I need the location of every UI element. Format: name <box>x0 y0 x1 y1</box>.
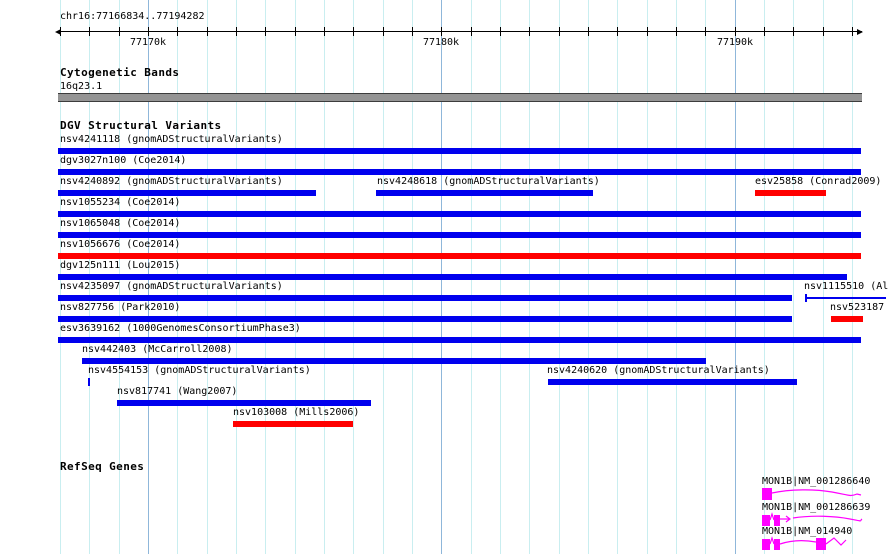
gene-glyph-nm-001286639[interactable] <box>760 512 864 528</box>
cytoband-bar[interactable] <box>58 93 862 102</box>
gene-label-nm-001286639[interactable]: MON1B|NM_001286639 <box>762 502 871 513</box>
variant-bar[interactable] <box>58 295 792 301</box>
variant-label[interactable]: nsv1065048 (Coe2014) <box>60 218 181 229</box>
variant-label[interactable]: nsv442403 (McCarroll2008) <box>82 344 233 355</box>
ruler-tick <box>470 27 472 36</box>
variant-bar[interactable] <box>58 316 792 322</box>
variant-bar[interactable] <box>82 358 706 364</box>
variant-label[interactable]: nsv1055234 (Coe2014) <box>60 197 181 208</box>
ruler-tick <box>411 27 413 36</box>
ruler-tick <box>499 27 501 36</box>
dgv-track-heading: DGV Structural Variants <box>60 119 222 132</box>
cytoband-name-label[interactable]: 16q23.1 <box>60 81 103 92</box>
ruler-axis-line <box>58 31 862 32</box>
refseq-track-heading: RefSeq Genes <box>60 460 145 473</box>
variant-label[interactable]: nsv1115510 (Al <box>804 281 889 292</box>
region-coordinates-label: chr16:77166834..77194282 <box>60 11 205 22</box>
ruler-tick <box>441 27 443 36</box>
variant-bar[interactable] <box>831 316 863 322</box>
ruler-tick <box>60 27 61 36</box>
variant-label[interactable]: esv3639162 (1000GenomesConsortiumPhase3) <box>60 323 301 334</box>
variant-bar[interactable] <box>58 211 861 217</box>
variant-bar[interactable] <box>58 169 861 175</box>
gridline-minor <box>851 0 853 554</box>
variant-label[interactable]: nsv103008 (Mills2006) <box>233 407 360 418</box>
ruler-tick <box>294 27 296 36</box>
variant-label[interactable]: nsv4240892 (gnomADStructuralVariants) <box>60 176 283 187</box>
ruler-tick <box>646 27 648 36</box>
variant-label[interactable]: nsv817741 (Wang2007) <box>117 386 238 397</box>
ruler-left-arrow-icon <box>55 29 61 35</box>
gene-label-nm-001286640[interactable]: MON1B|NM_001286640 <box>762 476 871 487</box>
ruler-tick <box>529 27 531 36</box>
gene-exon-box[interactable] <box>774 515 780 526</box>
ruler-tick <box>734 27 736 36</box>
gene-strand-arrow-icon <box>780 515 791 523</box>
ruler-tick <box>177 27 179 36</box>
ruler-tick <box>675 27 677 36</box>
variant-bar[interactable] <box>58 274 847 280</box>
ruler-tick <box>822 27 824 36</box>
variant-label[interactable]: dgv125n111 (Lou2015) <box>60 260 181 271</box>
variant-bar[interactable] <box>233 421 353 427</box>
gene-splice-hat <box>769 512 775 521</box>
gene-exon-box[interactable] <box>816 538 826 550</box>
ruler-tick-label: 77170k <box>129 37 167 48</box>
variant-label[interactable]: esv25858 (Conrad2009) <box>755 176 882 187</box>
gene-glyph-nm-014940[interactable] <box>760 536 864 552</box>
ruler-tick <box>382 27 384 36</box>
variant-bar[interactable] <box>755 190 826 196</box>
variant-bar[interactable] <box>58 148 861 154</box>
ruler-tick-label: 77190k <box>716 37 754 48</box>
ruler-tick <box>147 27 149 36</box>
ruler-tick <box>353 27 355 36</box>
ruler-tick <box>793 27 795 36</box>
variant-bar[interactable] <box>376 190 593 196</box>
variant-label[interactable]: nsv827756 (Park2010) <box>60 302 181 313</box>
ruler-tick <box>118 27 120 36</box>
variant-label[interactable]: nsv4248618 (gnomADStructuralVariants) <box>377 176 600 187</box>
ruler-tick-label: 77180k <box>422 37 460 48</box>
gene-exon-box[interactable] <box>774 539 780 550</box>
ruler-tick <box>763 27 765 36</box>
ruler-tick <box>89 27 91 36</box>
variant-label[interactable]: nsv4240620 (gnomADStructuralVariants) <box>547 365 770 376</box>
variant-bar[interactable] <box>58 253 861 259</box>
ruler-tick <box>235 27 237 36</box>
variant-label[interactable]: nsv1056676 (Coe2014) <box>60 239 181 250</box>
gene-intron-line <box>825 537 847 546</box>
variant-bar[interactable] <box>58 190 316 196</box>
variant-bar[interactable] <box>58 232 861 238</box>
ruler-tick <box>705 27 707 36</box>
gene-exon-box[interactable] <box>762 515 770 526</box>
variant-bar[interactable] <box>117 400 371 406</box>
ruler-tick <box>265 27 267 36</box>
variant-bar[interactable] <box>58 337 861 343</box>
variant-bar[interactable] <box>548 379 797 385</box>
variant-label[interactable]: dgv3027n100 (Coe2014) <box>60 155 187 166</box>
ruler-tick <box>206 27 208 36</box>
cytoband-track-heading: Cytogenetic Bands <box>60 66 180 79</box>
variant-point-mark[interactable] <box>88 378 90 386</box>
variant-line[interactable] <box>805 297 886 299</box>
gene-intron-line <box>779 540 817 545</box>
gene-intron-line <box>792 515 863 522</box>
ruler-tick <box>617 27 619 36</box>
variant-label[interactable]: nsv523187 <box>830 302 885 313</box>
ruler-right-arrow-icon <box>857 29 863 35</box>
ruler-tick <box>558 27 560 36</box>
gene-label-nm-014940[interactable]: MON1B|NM_014940 <box>762 526 853 537</box>
variant-label[interactable]: nsv4235097 (gnomADStructuralVariants) <box>60 281 283 292</box>
variant-label[interactable]: nsv4241118 (gnomADStructuralVariants) <box>60 134 283 145</box>
ruler-tick <box>323 27 325 36</box>
ruler-tick <box>587 27 589 36</box>
gene-exon-box[interactable] <box>762 539 770 550</box>
variant-label[interactable]: nsv4554153 (gnomADStructuralVariants) <box>88 365 311 376</box>
gene-intron-line <box>771 489 862 497</box>
ruler-tick <box>851 27 853 36</box>
gene-glyph-nm-001286640[interactable] <box>760 486 864 502</box>
gene-splice-hat <box>769 536 775 545</box>
gene-exon-box[interactable] <box>762 488 772 500</box>
